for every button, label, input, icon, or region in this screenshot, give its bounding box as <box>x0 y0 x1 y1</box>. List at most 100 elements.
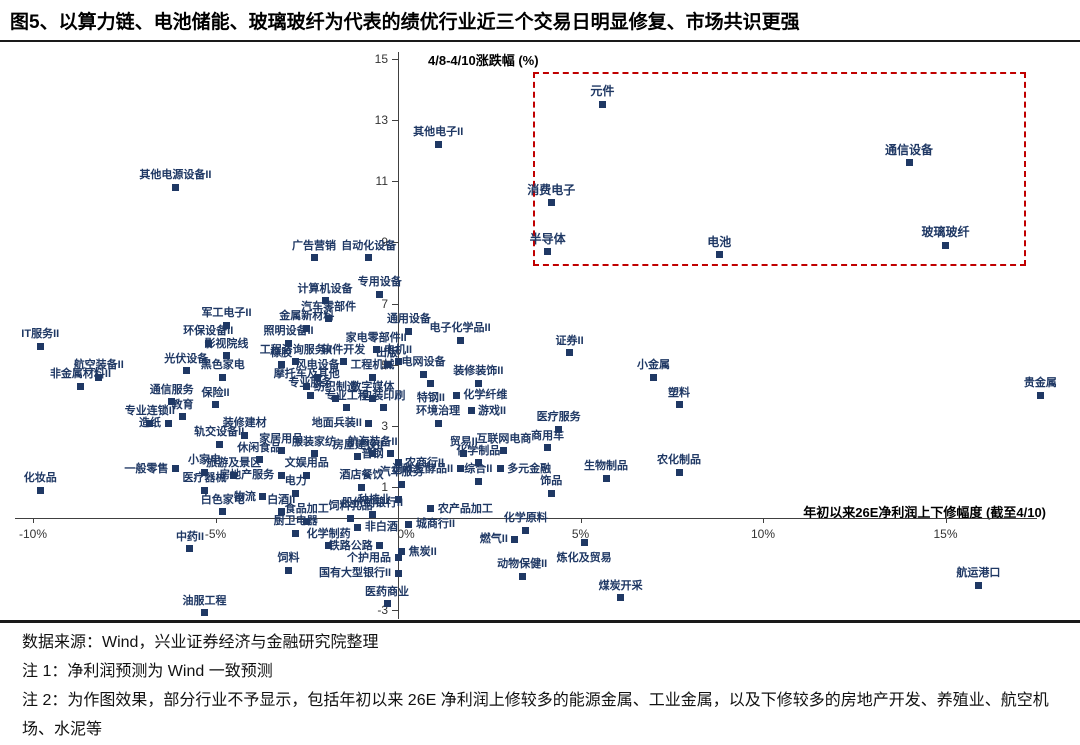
data-point-label: 生物制品 <box>584 460 629 473</box>
x-tick-label: 0% <box>397 527 415 541</box>
data-point <box>36 342 44 350</box>
y-tick-label: 13 <box>374 112 388 127</box>
data-point <box>303 517 311 525</box>
data-point <box>354 523 362 531</box>
data-point-label: 轨交设备II <box>194 426 245 439</box>
data-point-label: 综合II <box>464 463 493 476</box>
data-point <box>168 398 176 406</box>
x-axis-line <box>14 518 1037 519</box>
data-point-label: 化学原料 <box>503 512 548 525</box>
data-point <box>201 468 209 476</box>
data-point-label: 电机II <box>384 343 413 356</box>
data-point <box>368 511 376 519</box>
data-point-label: 包装印刷 <box>361 389 406 402</box>
data-point <box>215 440 223 448</box>
data-point <box>566 349 574 357</box>
y-axis-tick <box>392 242 398 244</box>
data-point-label: 炼化及贸易 <box>556 551 612 564</box>
data-point <box>394 496 402 504</box>
y-axis-tick <box>392 487 398 489</box>
y-tick-label: 11 <box>375 174 388 189</box>
highlight-box <box>533 72 1027 267</box>
data-point <box>974 581 982 589</box>
data-point-label: 装修建材 <box>222 417 267 430</box>
data-point-label: 军工电子II <box>201 307 252 320</box>
data-point-label: 燃气II <box>479 533 508 546</box>
data-point-label: 农产品加工 <box>437 502 493 515</box>
data-point <box>171 183 179 191</box>
data-point <box>518 572 526 580</box>
data-point <box>547 199 555 206</box>
data-point <box>164 419 172 427</box>
data-point <box>339 358 347 366</box>
x-tick-label: 5% <box>571 527 590 541</box>
data-point <box>460 450 468 458</box>
figure-title: 图5、以算力链、电池储能、玻璃玻纤为代表的绩优行业近三个交易日明显修复、市场共识… <box>10 12 800 33</box>
x-axis-title: 年初以来26E净利润上下修幅度 (截至4/10) <box>803 505 1046 520</box>
data-point-label: 贸易II <box>449 435 478 448</box>
data-point <box>368 373 376 381</box>
data-point-label: 光伏设备 <box>164 352 209 365</box>
data-point-label: 自动化设备 <box>341 239 397 252</box>
data-point <box>434 419 442 427</box>
data-point <box>292 489 300 497</box>
data-point-label: 油服工程 <box>182 594 227 607</box>
data-point <box>420 370 428 378</box>
data-point <box>405 327 413 335</box>
figure-footnotes: 数据来源：Wind，兴业证券经济与金融研究院整理 注 1：净利润预测为 Wind… <box>22 628 1062 744</box>
data-point <box>285 339 292 347</box>
data-point <box>201 609 209 617</box>
data-point-label: 通用设备 <box>386 313 431 326</box>
data-point <box>303 471 311 479</box>
data-point-label: 黑色家电 <box>200 359 245 372</box>
y-axis-line <box>398 52 399 620</box>
data-point <box>544 248 552 256</box>
data-point-label: 航空装备II <box>73 359 124 372</box>
data-point <box>434 140 442 148</box>
data-point-label: 航运港口 <box>956 567 1001 580</box>
data-point-label: 家居用品 <box>259 432 304 445</box>
data-point-label: 厨卫电器 <box>273 515 318 528</box>
data-point <box>325 542 333 550</box>
y-tick-label: 7 <box>381 296 388 311</box>
data-point <box>186 545 194 553</box>
data-point-label: 农商行II <box>405 456 445 469</box>
data-point <box>76 382 84 390</box>
data-point-label: 互联网电商 <box>476 432 532 445</box>
data-point <box>354 453 362 461</box>
data-point <box>544 444 552 452</box>
data-point-label: 化学纤维 <box>463 389 508 402</box>
y-axis-tick <box>392 58 398 60</box>
title-divider <box>0 40 1080 42</box>
data-point <box>456 336 464 344</box>
data-point <box>500 447 508 455</box>
data-point-label: 非白酒 <box>364 521 398 534</box>
data-point-label: 工程机械 <box>350 359 395 372</box>
data-point-label: 白酒II <box>267 493 296 506</box>
data-point <box>905 159 913 167</box>
data-point-label: 煤炭开采 <box>598 579 643 592</box>
data-point-label: 汽车零部件 <box>301 300 357 313</box>
data-point-label: 风电设备 <box>295 359 340 372</box>
data-point-label: 造纸 <box>139 417 162 430</box>
data-point-label: 电力 <box>284 475 307 488</box>
data-point-label: 证券II <box>555 334 584 347</box>
y-axis-tick <box>392 303 398 305</box>
data-point <box>580 539 588 546</box>
data-point <box>383 361 391 369</box>
y-axis-title: 4/8-4/10涨跌幅 (%) <box>428 53 539 68</box>
data-point <box>310 450 318 458</box>
x-axis-tick <box>763 518 764 523</box>
x-axis-tick <box>945 518 947 523</box>
data-point-label: 广告营销 <box>292 239 337 252</box>
data-point-label: 铁路公路 <box>328 539 373 552</box>
data-point <box>36 486 44 494</box>
data-point <box>292 529 300 537</box>
data-point-label: 旅游及景区 <box>206 457 262 470</box>
data-point-label: 饲料 <box>277 552 300 565</box>
data-point-label: 物流 <box>233 490 256 503</box>
data-point-label: 动物保健II <box>497 558 548 571</box>
note-1: 注 1：净利润预测为 Wind 一致预测 <box>22 663 273 680</box>
data-point <box>942 241 949 249</box>
